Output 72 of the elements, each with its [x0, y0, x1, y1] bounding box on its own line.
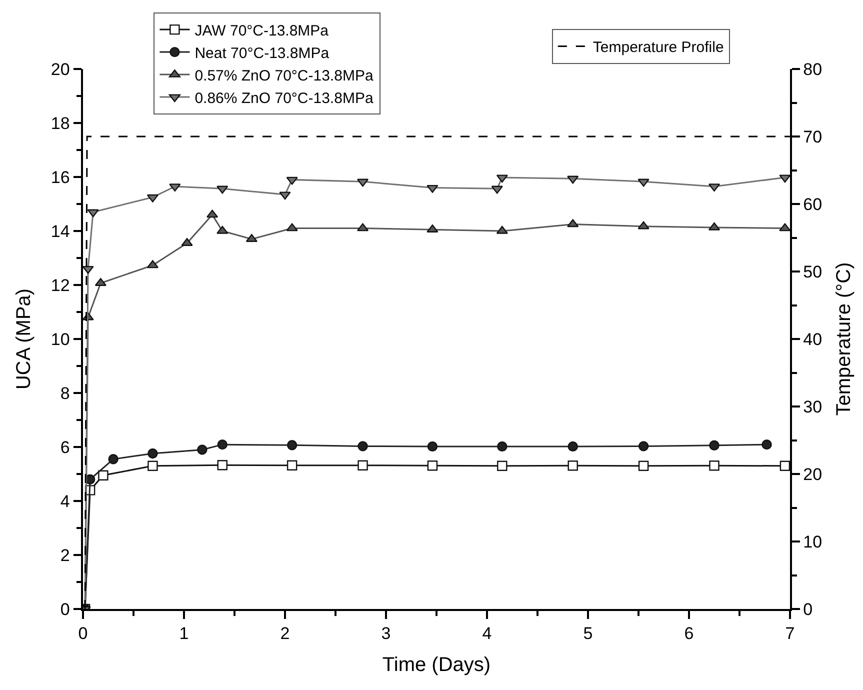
y-tick-label: 16: [50, 168, 70, 187]
x-tick-label: 7: [785, 624, 795, 644]
point: [779, 174, 790, 183]
point: [709, 460, 720, 471]
y2-tick-label: 60: [803, 194, 822, 214]
y-tick-label: 0: [60, 600, 70, 619]
point: [427, 460, 438, 471]
y-tick-label: 18: [50, 114, 70, 133]
x-tick-label: 6: [684, 624, 694, 644]
legend-label: 0.86% ZnO 70°C-13.8MPa: [194, 90, 374, 107]
y2-tick-label: 20: [803, 464, 822, 484]
y-tick-label: 20: [50, 60, 70, 79]
point: [169, 184, 181, 192]
point: [567, 176, 579, 184]
legend-label: 0.57% ZnO 70°C-13.8MPa: [194, 67, 374, 84]
y-tick-label: 2: [60, 546, 70, 565]
y2-tick-label: 40: [803, 330, 822, 349]
point: [780, 460, 790, 471]
x-tick-label: 3: [381, 624, 391, 644]
point: [146, 194, 158, 202]
legend-label: JAW 70°C-13.8MPa: [194, 22, 330, 40]
legend-label: Temperature Profile: [592, 39, 724, 56]
point: [216, 186, 228, 194]
point: [98, 470, 108, 480]
point: [568, 460, 578, 471]
x-axis-title: Time (Days): [382, 654, 491, 676]
point: [427, 441, 438, 452]
y-tick-label: 4: [60, 492, 70, 511]
x-tick-label: 4: [482, 624, 492, 644]
legend-label: Neat 70°C-13.8MPa: [194, 44, 330, 62]
x-tick-label: 5: [583, 624, 593, 644]
point: [87, 209, 99, 218]
point: [148, 448, 158, 459]
y-tick-label: 6: [60, 438, 70, 457]
point: [279, 192, 291, 200]
point: [426, 184, 438, 193]
y2-tick-label: 80: [803, 60, 822, 79]
y-tick-label: 10: [50, 330, 70, 349]
x-tick-label: 0: [78, 624, 88, 644]
point: [497, 460, 508, 471]
y-tick-label: 8: [60, 384, 70, 403]
y-axis-title: UCA (MPa): [12, 288, 35, 390]
y2-tick-label: 30: [803, 397, 822, 416]
point: [217, 460, 228, 470]
point: [762, 439, 772, 450]
point: [568, 441, 578, 452]
point: [358, 460, 368, 470]
y-tick-label: 14: [50, 222, 70, 241]
y2-tick-label: 70: [803, 127, 822, 146]
point: [638, 441, 649, 452]
point: [148, 460, 158, 471]
point: [197, 444, 208, 455]
point: [286, 176, 298, 185]
point: [358, 441, 368, 452]
y-tick-label: 12: [50, 276, 70, 295]
y2-tick-label: 0: [803, 600, 813, 619]
point: [83, 266, 94, 274]
point: [497, 441, 508, 452]
point: [286, 440, 298, 450]
point: [638, 460, 649, 471]
point: [108, 454, 118, 464]
y2-tick-label: 50: [803, 262, 822, 282]
x-tick-label: 2: [280, 624, 290, 644]
y2-tick-label: 10: [803, 532, 822, 552]
point: [491, 186, 503, 194]
y2-axis-title: Temperature (°C): [833, 262, 856, 416]
point: [709, 440, 720, 450]
point: [286, 460, 298, 470]
point: [638, 178, 650, 187]
point: [217, 439, 228, 450]
point: [496, 174, 508, 183]
x-tick-label: 1: [179, 624, 189, 644]
